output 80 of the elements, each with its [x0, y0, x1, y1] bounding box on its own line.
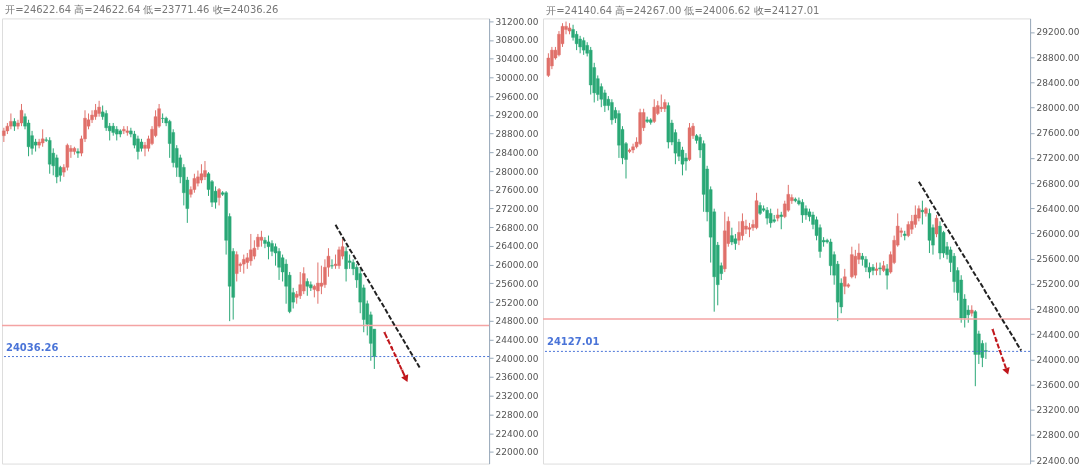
y-tick-label: 29200.00: [495, 110, 539, 121]
candlestick: [934, 214, 939, 238]
candlestick: [984, 342, 988, 360]
y-tick-label: 30400.00: [495, 54, 539, 65]
y-tick-label: 28400.00: [1036, 77, 1080, 88]
text: 开=24622.64 高=24622.64 低=23771.46 收=24036.26: [5, 4, 279, 16]
point: [998, 349, 1002, 353]
candlestick: [344, 246, 348, 282]
y-tick-label: 26000.00: [1036, 228, 1080, 239]
y-tick-label: 23600.00: [495, 372, 539, 383]
y-tick-label: 25200.00: [495, 297, 539, 308]
candlestick: [213, 185, 218, 210]
y-tick-label: 25600.00: [495, 278, 539, 289]
candlestick: [850, 246, 854, 279]
line-series: [334, 223, 422, 370]
candlestick: [744, 219, 748, 235]
candlestick: [298, 271, 302, 300]
y-tick-label: 25600.00: [1036, 254, 1080, 265]
candlestick: [160, 112, 165, 124]
y-tick-label: 22400.00: [1036, 455, 1080, 466]
y-tick-label: 24800.00: [495, 316, 539, 327]
candlestick: [203, 160, 207, 181]
y-tick-label: 27200.00: [1036, 153, 1080, 164]
candlestick: [217, 187, 221, 206]
y-tick-label: 31200.00: [495, 16, 539, 27]
y-tick-label: 24800.00: [1036, 304, 1080, 315]
y-tick-label: 22800.00: [1036, 430, 1080, 441]
y-tick-label: 24400.00: [495, 335, 539, 346]
candlestick: [330, 258, 334, 270]
y-tick-label: 23200.00: [495, 391, 539, 402]
line-series: [917, 180, 1023, 352]
y-tick-label: 24000.00: [1036, 354, 1080, 365]
y-tick-label: 22400.00: [495, 428, 539, 439]
candlestick: [97, 100, 101, 118]
y-tick-label: 28000.00: [1036, 103, 1080, 114]
candlestick: [249, 233, 253, 267]
y-tick-label: 29600.00: [495, 91, 539, 102]
ref-line-label: 24127.01: [546, 336, 600, 348]
candlestick: [885, 263, 889, 290]
point: [389, 346, 393, 350]
y-tick-label: 26800.00: [1036, 178, 1080, 189]
y-tick-label: 26800.00: [495, 222, 539, 233]
y-tick-label: 23600.00: [1036, 380, 1080, 391]
candlestick: [277, 247, 281, 281]
point: [991, 328, 995, 332]
y-tick-label: 27200.00: [495, 203, 539, 214]
y-tick-label: 28400.00: [495, 147, 539, 158]
candlestick: [192, 173, 197, 194]
y-tick-label: 24000.00: [495, 353, 539, 364]
y-tick-label: 26400.00: [1036, 203, 1080, 214]
y-tick-label: 22000.00: [495, 447, 539, 458]
y-tick-label: 27600.00: [495, 185, 539, 196]
candlestick: [76, 147, 80, 159]
y-tick-label: 22800.00: [495, 409, 539, 420]
y-tick-label: 25200.00: [1036, 279, 1080, 290]
y-tick-label: 27600.00: [1036, 128, 1080, 139]
candlestick: [730, 227, 734, 246]
candlestick: [199, 163, 204, 184]
point: [386, 339, 390, 343]
point: [397, 361, 400, 366]
y-tick-label: 28000.00: [495, 166, 539, 177]
y-tick-label: 28800.00: [495, 129, 539, 140]
candlestick: [143, 141, 147, 157]
y-tick-label: 26400.00: [495, 241, 539, 252]
candlestick: [316, 261, 320, 305]
candlestick: [19, 103, 24, 127]
y-tick-label: 26000.00: [495, 260, 539, 271]
y-tick-label: 30000.00: [495, 72, 539, 83]
candlestick: [684, 152, 688, 172]
ref-line-label: 24036.26: [5, 341, 59, 353]
text: 开=24140.64 高=24267.00 低=24006.62 收=24127.01: [546, 5, 820, 17]
y-tick-label: 24400.00: [1036, 329, 1080, 340]
y-tick-label: 30800.00: [495, 35, 539, 46]
y-tick-label: 29200.00: [1036, 27, 1080, 38]
point: [393, 354, 397, 358]
candlestick: [740, 212, 745, 241]
y-tick-label: 23200.00: [1036, 405, 1080, 416]
y-tick-label: 28800.00: [1036, 52, 1080, 63]
candlestick: [48, 136, 52, 175]
point: [382, 331, 386, 335]
